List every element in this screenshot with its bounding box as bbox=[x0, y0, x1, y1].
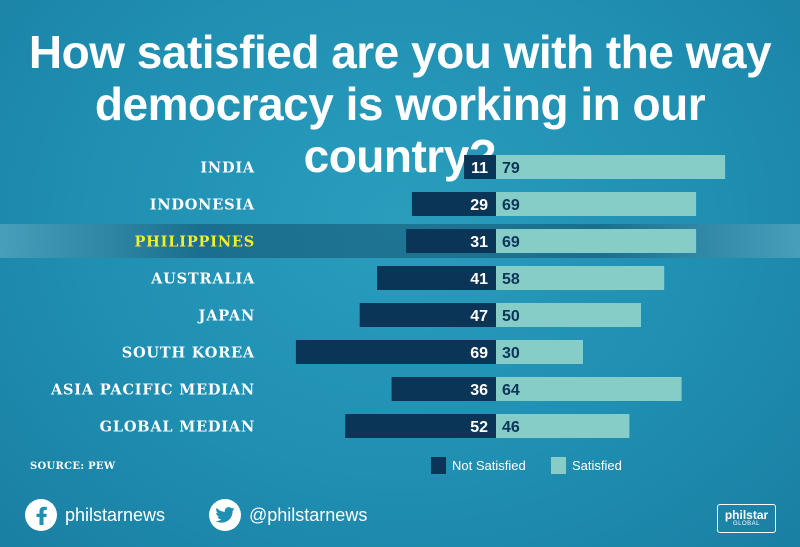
category-label-philippines: PHILIPPINES bbox=[134, 234, 255, 251]
bar-not-satisfied-asia-pacific-median bbox=[391, 377, 496, 401]
legend-satisfied: Satisfied bbox=[551, 457, 622, 474]
value-satisfied-japan: 50 bbox=[502, 308, 520, 325]
logo-line-2: GLOBAL bbox=[732, 521, 760, 527]
bar-satisfied-global-median bbox=[496, 414, 630, 438]
chart-title-line-1: How satisfied are you with the way bbox=[28, 26, 772, 78]
value-satisfied-indonesia: 69 bbox=[502, 197, 520, 214]
value-satisfied-australia: 58 bbox=[502, 271, 520, 288]
category-label-japan: JAPAN bbox=[197, 308, 255, 325]
value-not-satisfied-philippines: 31 bbox=[470, 234, 488, 251]
category-label-global-median: GLOBAL MEDIAN bbox=[100, 419, 255, 436]
value-not-satisfied-australia: 41 bbox=[470, 271, 488, 288]
value-satisfied-south-korea: 30 bbox=[502, 345, 520, 362]
category-label-indonesia: INDONESIA bbox=[150, 197, 255, 214]
bar-satisfied-india bbox=[496, 155, 726, 179]
value-not-satisfied-global-median: 52 bbox=[470, 419, 488, 436]
bar-satisfied-japan bbox=[496, 303, 641, 327]
bar-satisfied-philippines bbox=[496, 229, 697, 253]
value-satisfied-india: 79 bbox=[502, 160, 520, 177]
category-label-australia: AUSTRALIA bbox=[150, 271, 255, 288]
bar-not-satisfied-indonesia bbox=[411, 192, 496, 216]
value-satisfied-philippines: 69 bbox=[502, 234, 520, 251]
facebook-handle-text: philstarnews bbox=[65, 504, 166, 525]
twitter-icon bbox=[209, 499, 241, 531]
facebook-handle[interactable]: philstarnews bbox=[25, 499, 165, 531]
bar-not-satisfied-global-median bbox=[345, 414, 496, 438]
philstar-global-logo: philstar GLOBAL bbox=[717, 504, 776, 533]
bar-not-satisfied-south-korea bbox=[295, 340, 496, 364]
twitter-handle-text: @philstarnews bbox=[249, 504, 368, 525]
bar-satisfied-south-korea bbox=[496, 340, 583, 364]
facebook-icon bbox=[25, 499, 57, 531]
bar-not-satisfied-india bbox=[464, 155, 496, 179]
bar-not-satisfied-australia bbox=[377, 266, 496, 290]
chart-title: How satisfied are you with the way democ… bbox=[0, 26, 800, 182]
legend-not-satisfied: Not Satisfied bbox=[431, 457, 526, 474]
bar-not-satisfied-japan bbox=[359, 303, 496, 327]
category-label-asia-pacific-median: ASIA PACIFIC MEDIAN bbox=[50, 382, 255, 399]
legend-swatch-satisfied bbox=[551, 457, 566, 474]
value-not-satisfied-south-korea: 69 bbox=[470, 345, 488, 362]
category-label-south-korea: SOUTH KOREA bbox=[122, 345, 255, 362]
twitter-handle[interactable]: @philstarnews bbox=[209, 499, 367, 531]
bar-not-satisfied-philippines bbox=[406, 229, 496, 253]
legend-label-not-satisfied: Not Satisfied bbox=[452, 458, 526, 473]
legend-label-satisfied: Satisfied bbox=[572, 458, 622, 473]
value-not-satisfied-indonesia: 29 bbox=[470, 197, 488, 214]
value-not-satisfied-japan: 47 bbox=[470, 308, 488, 325]
bar-satisfied-australia bbox=[496, 266, 665, 290]
logo-line-1: philstar bbox=[724, 508, 769, 522]
value-satisfied-global-median: 46 bbox=[502, 419, 520, 436]
bar-satisfied-asia-pacific-median bbox=[496, 377, 682, 401]
value-satisfied-asia-pacific-median: 64 bbox=[502, 382, 520, 399]
bar-satisfied-indonesia bbox=[496, 192, 697, 216]
legend-swatch-not-satisfied bbox=[431, 457, 446, 474]
category-label-india: INDIA bbox=[200, 160, 255, 177]
value-not-satisfied-india: 11 bbox=[471, 160, 488, 177]
value-not-satisfied-asia-pacific-median: 36 bbox=[470, 382, 488, 399]
source-note: SOURCE: PEW bbox=[30, 461, 116, 472]
